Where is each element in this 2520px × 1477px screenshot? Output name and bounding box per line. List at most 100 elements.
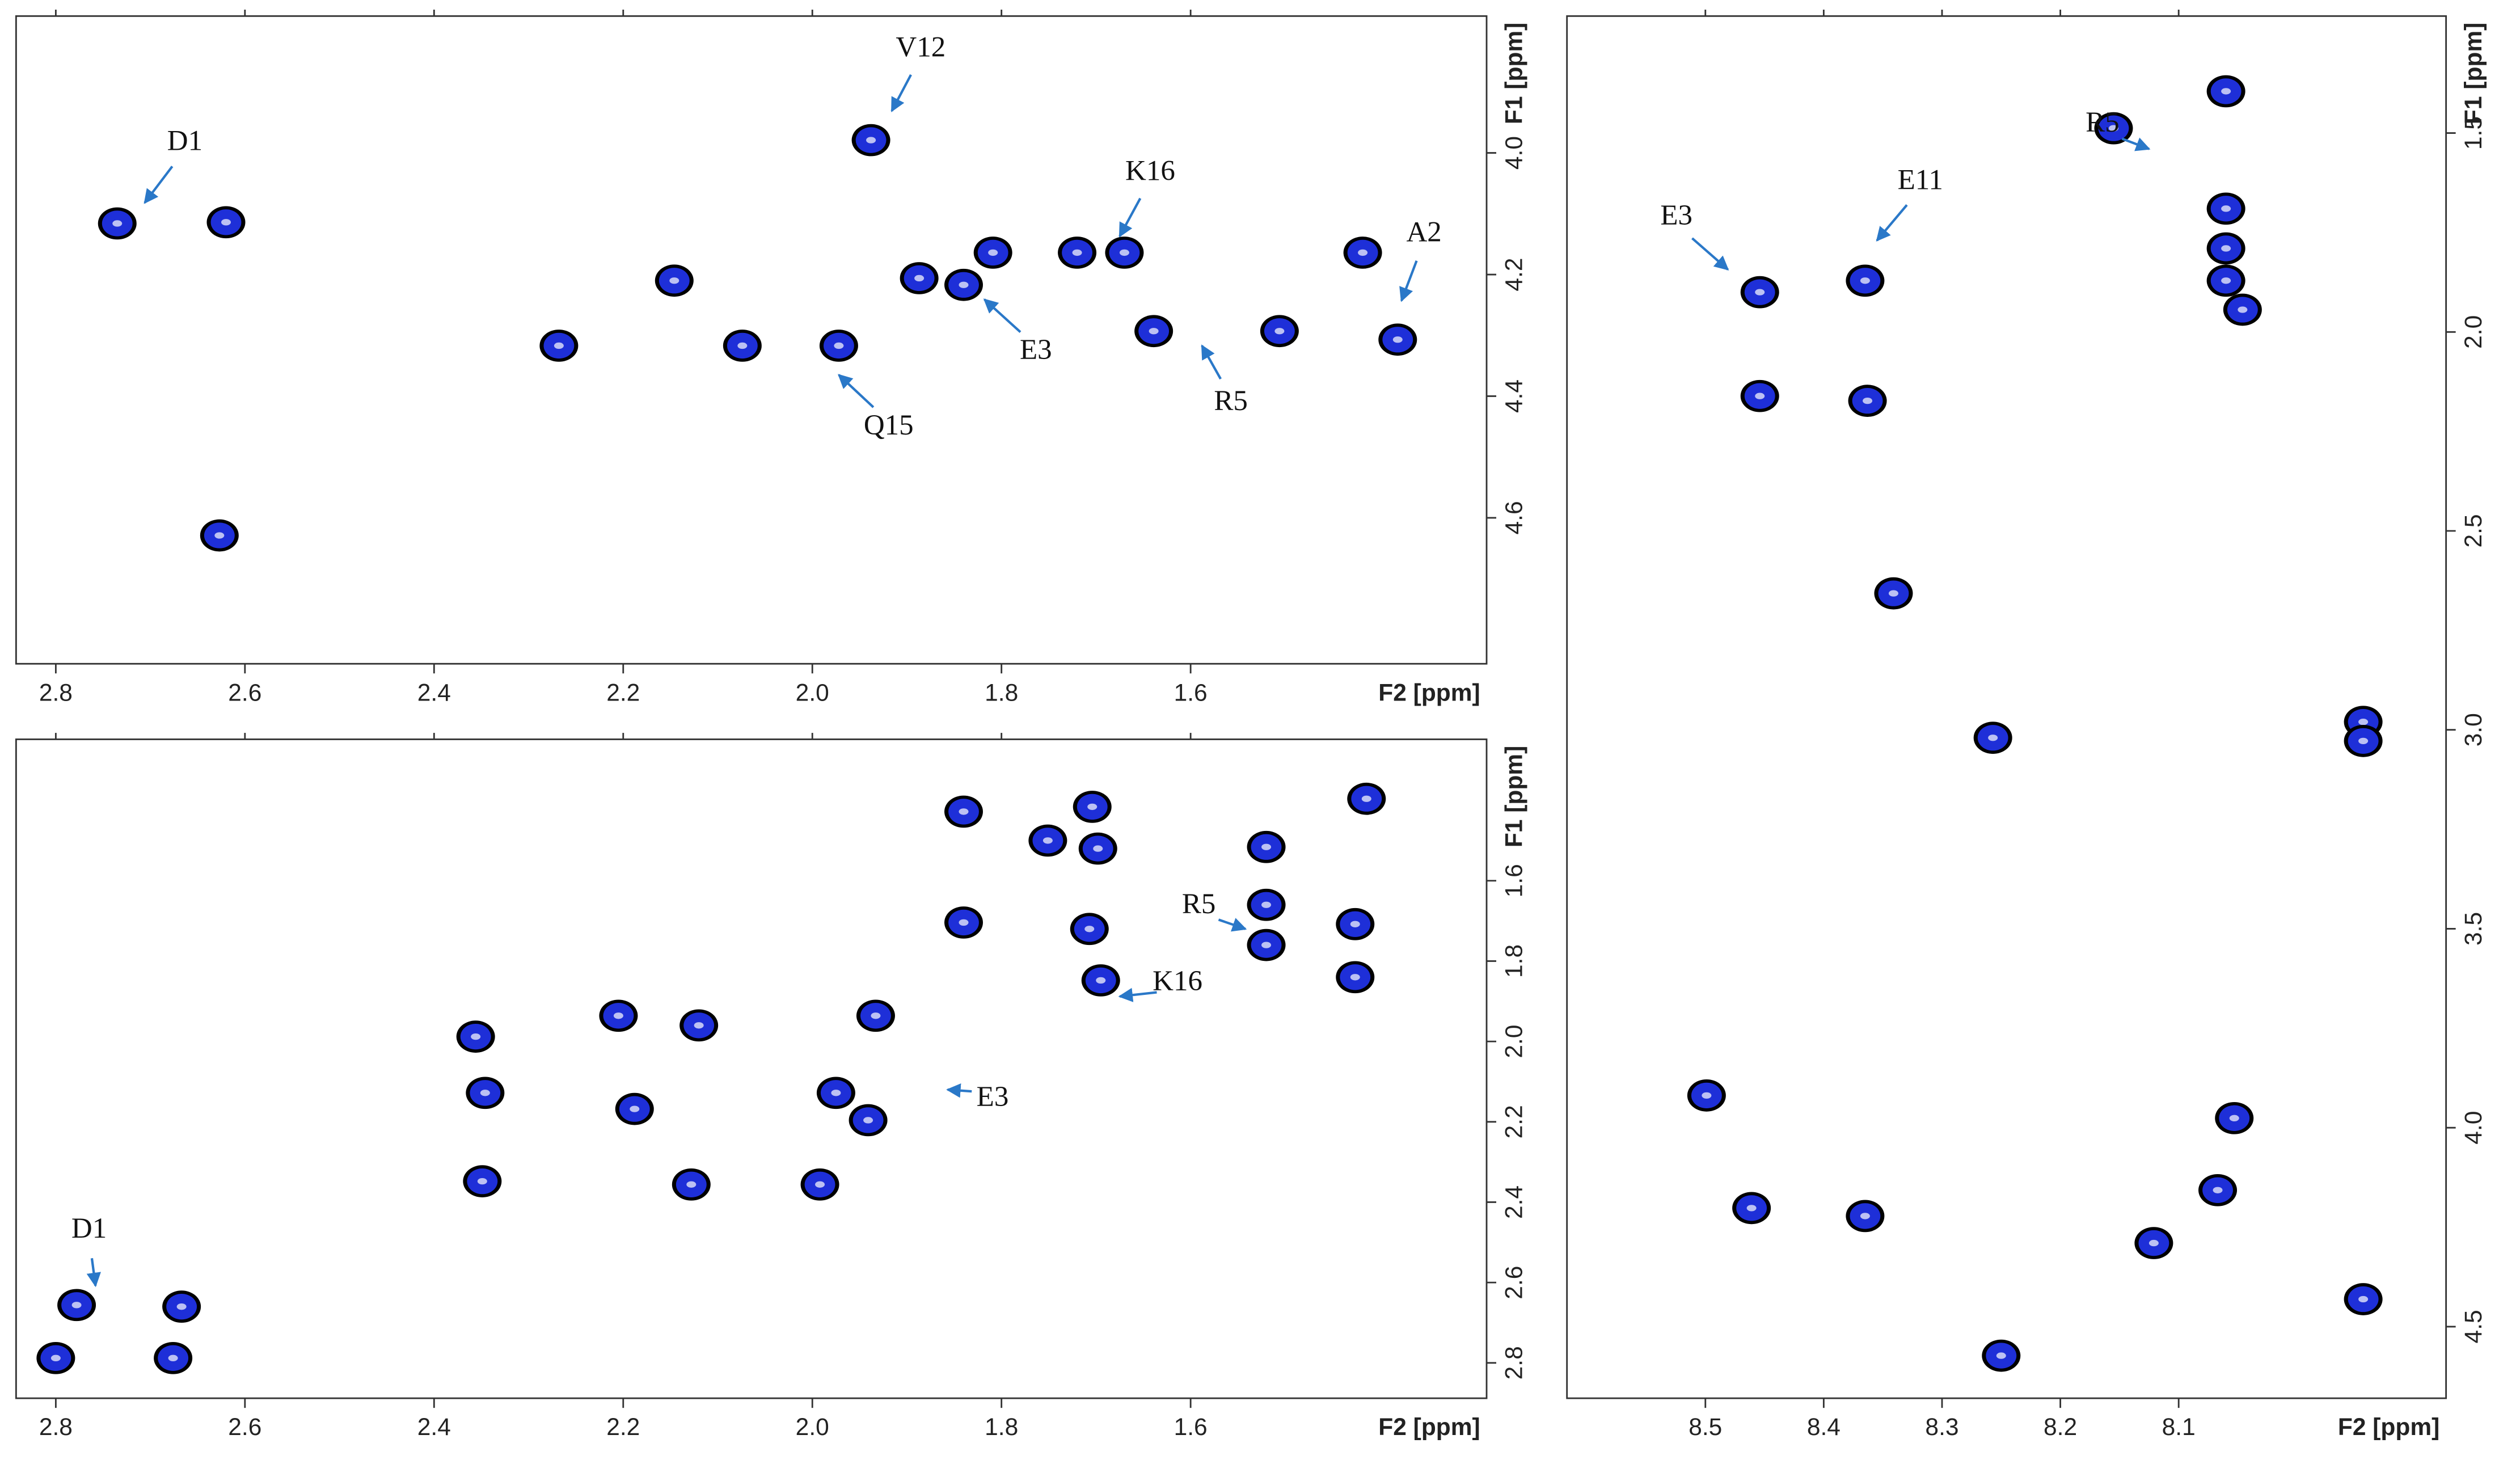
peak-center [1361,795,1371,802]
x-tick-label: 2.4 [417,1414,451,1441]
peak-center [1755,289,1765,296]
peak-center [168,1354,178,1361]
y-tick-label: 2.6 [1501,1266,1527,1299]
annotation-label: E3 [977,1081,1009,1113]
annotation-arrow [890,74,912,112]
peak-center [2229,1115,2239,1122]
y-tick-label: 2.2 [1501,1105,1527,1138]
y-tick-label: 2.0 [1501,1025,1527,1058]
peak-center [1350,921,1360,927]
y-axis-label: F1 [ppm] [1501,23,1527,124]
peak-center [1350,974,1360,981]
peak-center [2358,1295,2369,1303]
annotation-arrow [1218,918,1247,932]
annotation-arrow [838,374,875,408]
annotation-label: Q15 [864,410,914,441]
peak-center [2108,125,2118,132]
y-tick-label: 2.8 [1501,1346,1527,1379]
peak-center [1261,901,1272,908]
peak-center [2213,1187,2223,1193]
y-tick-label: 4.0 [1501,136,1527,170]
annotation-label: R5 [1182,888,1216,920]
peak-center [2238,306,2248,313]
peak-center [959,281,969,288]
annotation-arrow [86,1258,102,1288]
peak-center [2221,277,2231,284]
peak-center [1274,328,1285,335]
y-axis-label: F1 [ppm] [2460,23,2487,124]
x-tick-label: 1.8 [985,1414,1018,1441]
annotation-label: D1 [167,125,202,157]
y-tick-label: 3.0 [2460,713,2487,746]
plot-frame [15,739,1488,1399]
peak-center [1084,926,1095,932]
y-tick-label: 4.4 [1501,379,1527,413]
panel: 8.5 8.4 8.3 8.2 8.1 1.5 2.0 2.5 3.0 3.5 4.0 4.5 F2 [… [1566,10,2487,1441]
annotation-label: V12 [896,32,945,64]
peak-center [1702,1092,1712,1099]
peak-center [221,219,231,226]
annotation-arrow [143,166,174,204]
peak-center [737,342,748,349]
peak-center [1119,249,1129,256]
annotation-label: E3 [1660,200,1692,231]
panel: 2.8 2.6 2.4 2.2 2.0 1.8 1.6 4.0 4.2 4.4 4.6 F2 [ppm… [15,10,1527,706]
peak-center [1755,393,1765,399]
peak-center [686,1181,697,1188]
x-axis-label: F2 [ppm] [1378,680,1480,706]
annotation-label: E3 [1020,334,1052,366]
peak-center [1149,328,1159,335]
peak-center [214,532,225,539]
peak-center [959,808,969,815]
x-axis-label: F2 [ppm] [1378,1414,1480,1441]
annotation-arrow [1691,237,1729,271]
x-tick-label: 1.6 [1174,680,1208,706]
y-tick-label: 3.5 [2460,912,2487,946]
panel: 2.8 2.6 2.4 2.2 2.0 1.8 1.6 1.6 1.8 2.0 2.2 2.4 2.6 2… [15,733,1527,1441]
peak-center [480,1090,490,1096]
peak-center [815,1181,825,1188]
annotation-label: K16 [1125,155,1175,187]
x-tick-label: 2.6 [228,680,261,706]
peak-center [1988,735,1998,741]
y-tick-label: 1.6 [1501,864,1527,897]
annotation-arrow [2121,137,2151,151]
y-tick-label: 4.0 [2460,1111,2487,1145]
annotation-arrow [1876,204,1908,242]
annotation-label: A2 [1406,217,1441,248]
y-tick-label: 2.4 [1501,1185,1527,1219]
y-tick-label: 2.0 [2460,315,2487,349]
peak-center [2221,88,2231,95]
peak-center [866,137,876,144]
peak-center [871,1012,881,1019]
peak-center [1042,837,1053,844]
peak-center [112,220,123,227]
annotation-arrow [946,1083,972,1098]
peak-center [1072,249,1082,256]
x-tick-label: 8.4 [1807,1414,1841,1441]
x-tick-label: 2.0 [796,680,829,706]
peak-center [863,1117,873,1124]
peak-center [831,1090,841,1096]
plot-frame [1566,15,2447,1399]
x-tick-label: 2.2 [606,1414,640,1441]
peak-center [554,342,564,349]
peak-center [630,1105,640,1112]
annotation-label: D1 [71,1213,107,1244]
peak-center [1392,336,1403,343]
peak-center [669,277,679,284]
peak-center [477,1178,487,1185]
peak-center [694,1022,704,1029]
y-tick-label: 1.5 [2460,116,2487,150]
peak-center [914,275,925,282]
peak-center [1261,843,1272,850]
x-tick-label: 8.3 [1925,1414,1958,1441]
annotation-arrow [1118,197,1142,238]
annotation-label: R5 [1214,385,1248,417]
peak-center [71,1302,82,1309]
x-tick-label: 8.2 [2044,1414,2077,1441]
peak-center [1093,845,1103,852]
x-tick-label: 2.0 [796,1414,829,1441]
peak-center [1358,249,1368,256]
